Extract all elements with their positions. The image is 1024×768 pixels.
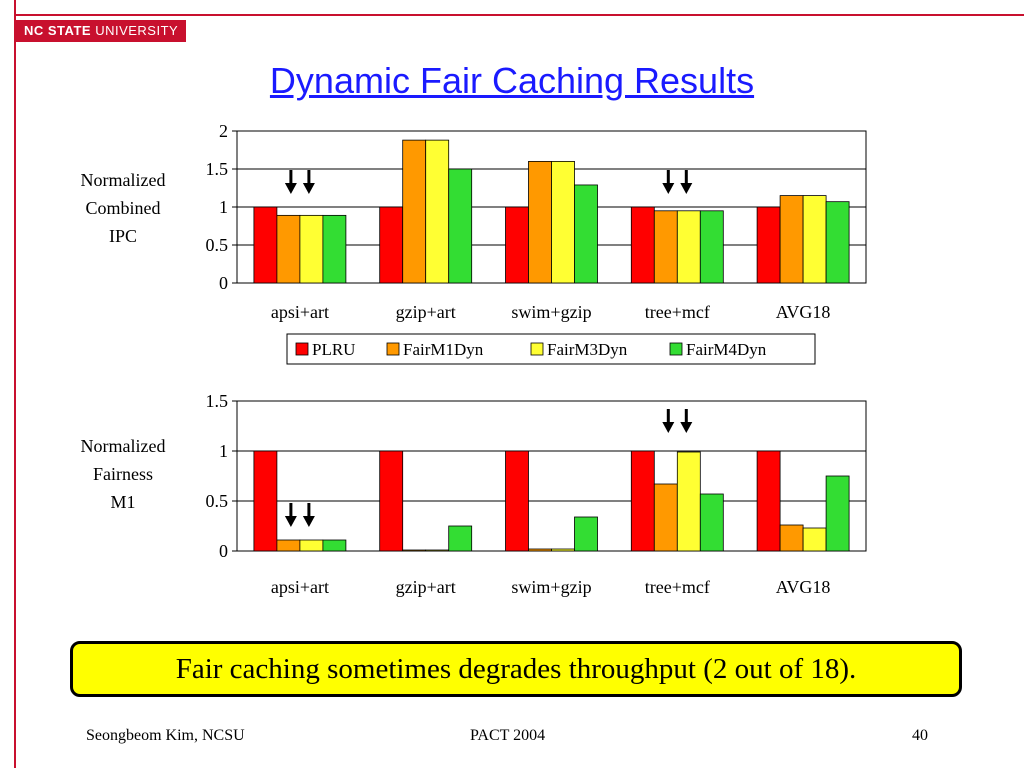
y-axis-label: IPC [109,226,137,246]
bar-fairm1dyn-3 [653,210,678,284]
bar-fairm1dyn-2 [528,548,552,552]
bar-fairm3dyn-0 [299,539,324,552]
x-tick-label: apsi+art [271,577,329,597]
y-tick-label: 2 [219,121,228,141]
y-axis-label: Fairness [93,464,153,484]
y-axis-label: Normalized [81,170,166,190]
x-tick-label: tree+mcf [645,577,710,597]
y-axis-label: Combined [86,198,161,218]
down-arrow-head-icon [680,422,693,433]
bar-plru-1 [379,206,404,284]
university-logo: NC STATE UNIVERSITY [16,20,186,42]
bar-plru-4 [756,450,781,552]
bar-fairm1dyn-4 [779,195,804,284]
slide-frame-top [14,14,1024,16]
x-tick-label: tree+mcf [645,302,710,322]
bar-fairm1dyn-2 [528,160,552,284]
x-tick-label: apsi+art [271,302,329,322]
bar-fairm1dyn-1 [402,139,427,284]
bar-fairm3dyn-3 [676,210,701,284]
legend-swatch-fairm4dyn [669,342,683,356]
down-arrow-head-icon [680,183,693,194]
bar-fairm1dyn-3 [653,483,678,552]
y-axis-label: M1 [110,492,135,512]
y-tick-label: 1 [219,197,228,217]
bar-fairm4dyn-2 [574,184,598,284]
bar-fairm4dyn-1 [448,525,473,552]
y-tick-label: 1.5 [206,159,229,179]
x-tick-label: gzip+art [396,302,456,322]
logo-rest-text: UNIVERSITY [91,23,179,38]
legend-label: FairM1Dyn [403,340,484,359]
y-tick-label: 0.5 [206,235,229,255]
bar-plru-3 [630,206,655,284]
y-tick-label: 1 [219,441,228,461]
down-arrow-head-icon [662,183,675,194]
bar-fairm4dyn-3 [699,210,724,284]
footer-page-number: 40 [912,727,928,744]
legend-swatch-fairm1dyn [386,342,400,356]
slide-frame-left [14,0,16,768]
bar-fairm1dyn-4 [779,524,804,552]
logo-strong-text: NC STATE [24,23,92,38]
bar-fairm3dyn-0 [299,214,324,284]
bar-fairm3dyn-1 [425,139,450,284]
bar-fairm4dyn-2 [574,516,598,552]
bar-fairm3dyn-4 [802,195,827,284]
bar-fairm3dyn-4 [802,527,827,552]
legend-swatch-plru [295,342,309,356]
bar-plru-2 [505,450,529,552]
legend-label: FairM4Dyn [686,340,767,359]
legend-label: FairM3Dyn [547,340,628,359]
bar-fairm4dyn-0 [322,214,347,284]
down-arrow-head-icon [284,516,297,527]
slide-title: Dynamic Fair Caching Results [269,60,755,101]
down-arrow-head-icon [284,183,297,194]
bar-fairm3dyn-3 [676,451,701,552]
x-tick-label: swim+gzip [511,302,591,322]
callout-box: Fair caching sometimes degrades throughp… [70,641,962,697]
bar-fairm3dyn-2 [551,160,575,284]
bar-fairm4dyn-4 [825,475,850,552]
footer-author: Seongbeom Kim, NCSU [86,727,245,744]
down-arrow-head-icon [302,183,315,194]
footer-venue: PACT 2004 [470,727,546,744]
y-tick-label: 0.5 [206,491,229,511]
bar-fairm4dyn-1 [448,168,473,284]
bar-fairm4dyn-0 [322,539,347,552]
x-tick-label: AVG18 [776,577,831,597]
down-arrow-head-icon [302,516,315,527]
x-tick-label: gzip+art [396,577,456,597]
y-tick-label: 0 [219,541,228,561]
bar-plru-0 [253,206,278,284]
bar-fairm1dyn-0 [276,214,301,284]
bar-plru-0 [253,450,278,552]
bar-fairm3dyn-1 [425,549,450,552]
x-tick-label: swim+gzip [511,577,591,597]
down-arrow-head-icon [662,422,675,433]
bar-plru-4 [756,206,781,284]
y-axis-label: Normalized [81,436,166,456]
y-tick-label: 1.5 [206,391,229,411]
x-tick-label: AVG18 [776,302,831,322]
bar-fairm3dyn-2 [551,548,575,552]
legend-label: PLRU [312,340,355,359]
bar-fairm1dyn-0 [276,539,301,552]
bar-fairm4dyn-4 [825,201,850,284]
legend-swatch-fairm3dyn [530,342,544,356]
bar-plru-1 [379,450,404,552]
bar-plru-3 [630,450,655,552]
legend-box [286,333,816,365]
y-tick-label: 0 [219,273,228,293]
bar-plru-2 [505,206,529,284]
chart-legend: PLRU FairM1Dyn FairM3Dyn FairM4Dyn [286,333,816,365]
bar-fairm1dyn-1 [402,549,427,552]
bar-fairm4dyn-3 [699,493,724,552]
